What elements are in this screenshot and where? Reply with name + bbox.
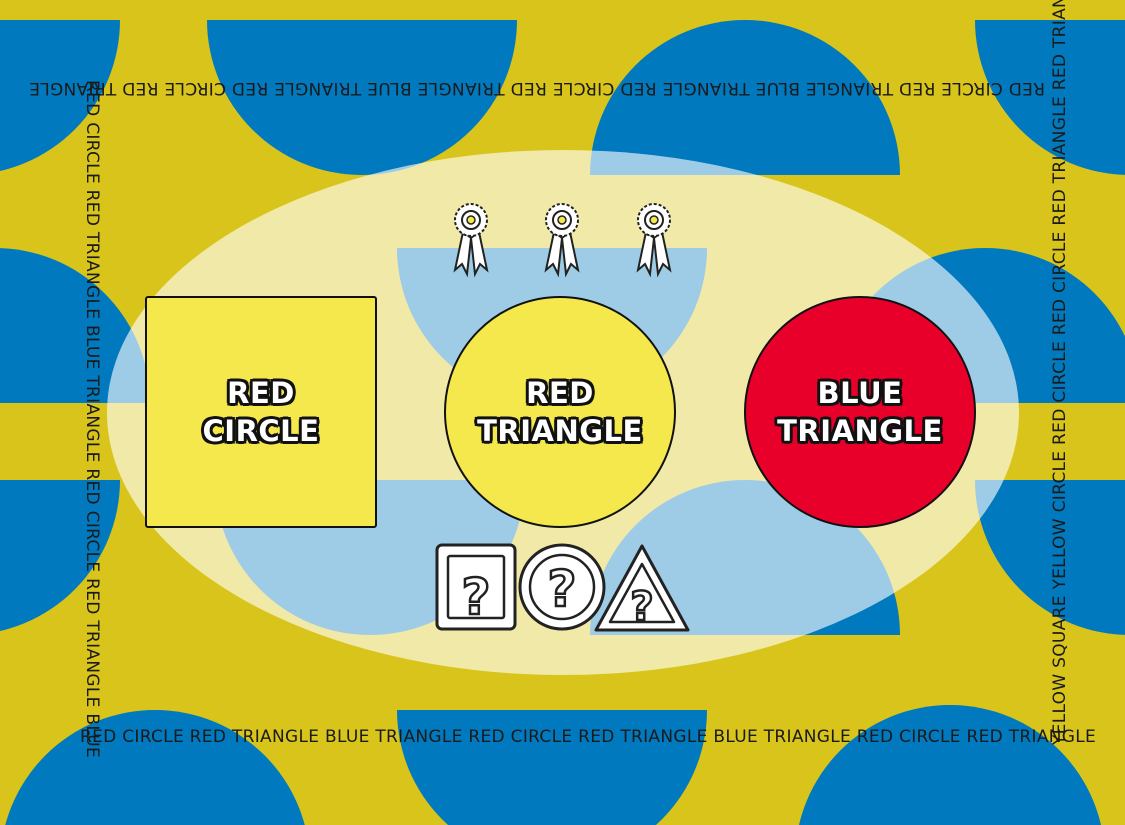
svg-text:?: ? <box>630 584 653 630</box>
mystery-shapes: ? ? ? <box>435 543 690 632</box>
answer-card-yellow-square[interactable]: RED CIRCLE <box>145 296 377 528</box>
rosette-ribbon-icon <box>544 203 580 278</box>
blue-half-circle <box>397 710 707 825</box>
blue-half-circle <box>0 480 120 635</box>
svg-text:?: ? <box>461 568 490 626</box>
rosette-ribbon-icon <box>453 203 489 278</box>
border-text-right: YELLOW SQUARE YELLOW CIRCLE RED CIRCLE R… <box>1050 0 1070 745</box>
question-circle-icon: ? <box>518 543 606 631</box>
answer-card-red-circle[interactable]: BLUE TRIANGLE <box>744 296 976 528</box>
border-text-bottom: RED CIRCLE RED TRIANGLE BLUE TRIANGLE RE… <box>80 727 1097 747</box>
card-label: BLUE TRIANGLE <box>777 376 943 448</box>
answer-card-yellow-circle[interactable]: RED TRIANGLE <box>444 296 676 528</box>
card-label: RED TRIANGLE <box>477 376 643 448</box>
question-triangle-icon: ? <box>594 544 690 632</box>
card-label: RED CIRCLE <box>202 376 320 448</box>
border-text-left: RED CIRCLE RED TRIANGLE BLUE TRIANGLE RE… <box>82 80 102 759</box>
rosette-ribbon-icon <box>636 203 672 278</box>
svg-text:?: ? <box>547 560 576 618</box>
border-text-top: RED CIRCLE RED TRIANGLE BLUE TRIANGLE RE… <box>28 78 1045 98</box>
question-square-icon: ? <box>435 543 517 631</box>
